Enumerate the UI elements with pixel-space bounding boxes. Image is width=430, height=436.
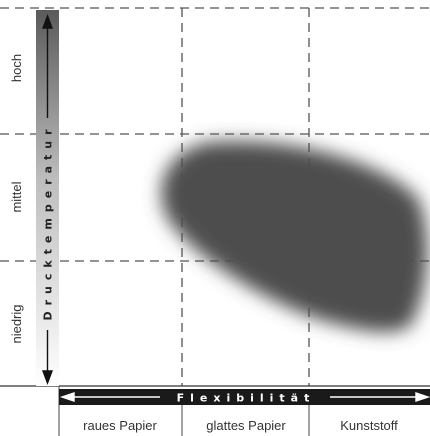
y-axis-bar xyxy=(36,10,59,386)
y-label-hoch: hoch xyxy=(9,54,24,82)
x-axis-bar xyxy=(59,389,430,405)
x-axis-arrow xyxy=(59,392,430,402)
y-label-niedrig: niedrig xyxy=(9,304,24,343)
grid-vertical xyxy=(181,8,310,386)
y-label-mittel: mittel xyxy=(9,181,24,212)
x-label-glattes-papier: glattes Papier xyxy=(206,418,286,433)
y-axis-arrow xyxy=(41,14,54,385)
y-axis-title: Drucktemperatur xyxy=(42,123,55,320)
x-label-raues-papier: raues Papier xyxy=(83,418,157,433)
overlap-region xyxy=(161,141,428,332)
x-axis-title: Flexibilität xyxy=(177,392,316,405)
x-label-kunststoff: Kunststoff xyxy=(340,418,398,433)
